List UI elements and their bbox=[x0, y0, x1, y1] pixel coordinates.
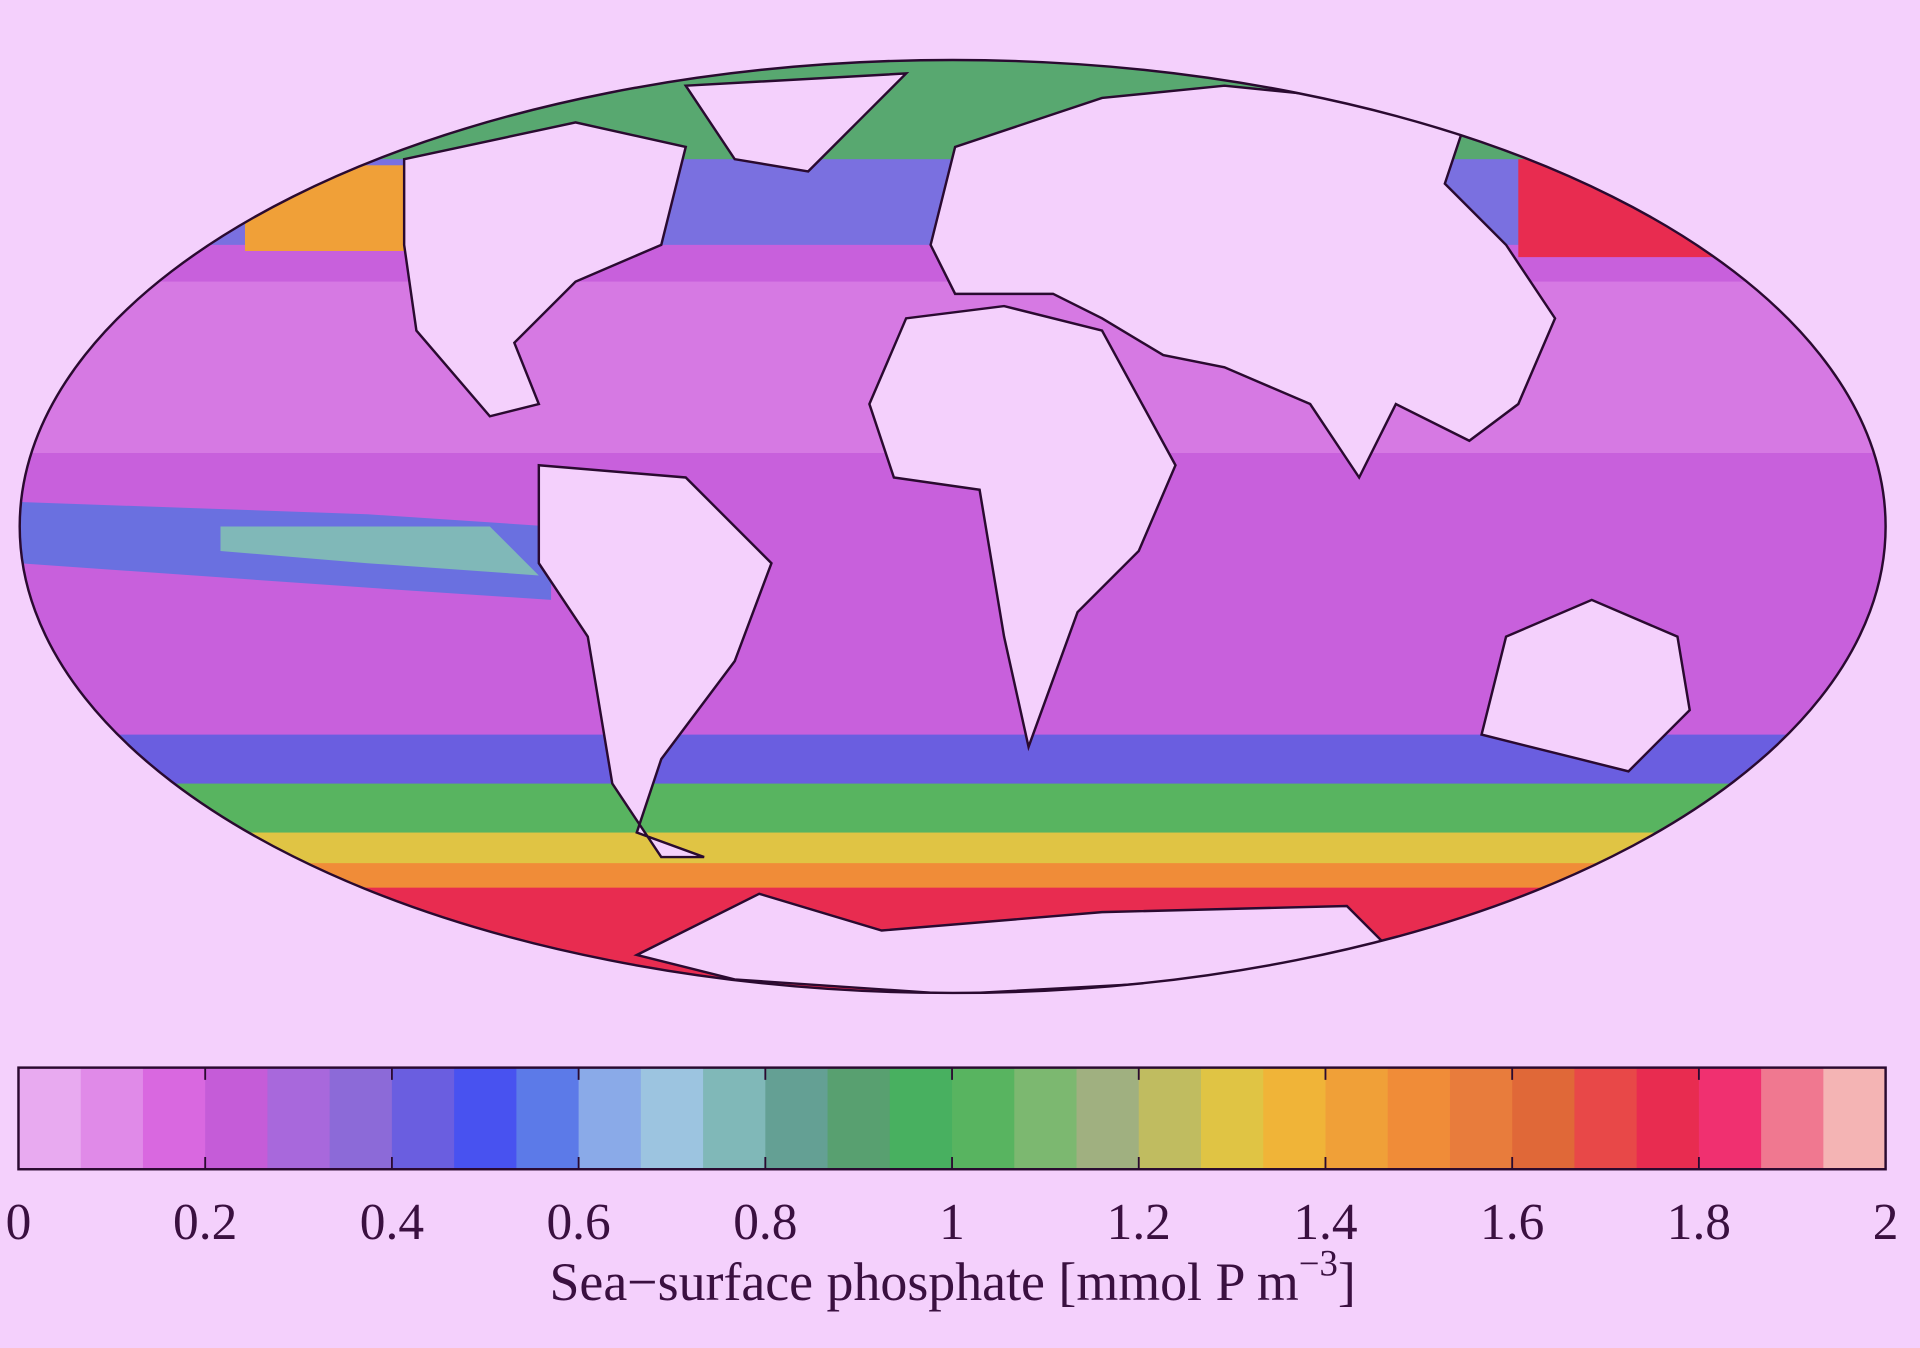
color-segment bbox=[1387, 1067, 1451, 1170]
africa bbox=[868, 304, 1177, 752]
color-segment bbox=[18, 1067, 82, 1170]
north-pacific-patch bbox=[1518, 159, 1715, 258]
tick-label: 0.6 bbox=[546, 1194, 610, 1251]
north-america bbox=[402, 121, 688, 418]
map bbox=[19, 59, 1886, 993]
color-segment bbox=[1138, 1067, 1202, 1170]
equatorial-band bbox=[220, 526, 539, 576]
tick-label: 1 bbox=[939, 1194, 965, 1251]
tick-label: 0.8 bbox=[733, 1194, 797, 1251]
color-segment bbox=[516, 1067, 580, 1170]
color-segment bbox=[329, 1067, 393, 1170]
colorbar-label: Sea−surface phosphate [mmol P m−3] bbox=[549, 1243, 1355, 1312]
color-segment bbox=[142, 1067, 206, 1170]
color-segment bbox=[1200, 1067, 1264, 1170]
north-band bbox=[19, 59, 1886, 160]
south-america bbox=[537, 463, 773, 859]
color-segment bbox=[1823, 1067, 1887, 1170]
tick-label: 1.6 bbox=[1480, 1194, 1544, 1251]
tick-label: 0 bbox=[6, 1194, 32, 1251]
label-text: Sea−surface phosphate [mmol P m bbox=[549, 1252, 1298, 1312]
tick-label: 0.4 bbox=[360, 1194, 424, 1251]
southern-band bbox=[19, 783, 1886, 839]
color-segment bbox=[1263, 1067, 1327, 1170]
tick-label: 1.4 bbox=[1293, 1194, 1357, 1251]
color-segment bbox=[1761, 1067, 1824, 1170]
tick-label: 1.8 bbox=[1667, 1194, 1731, 1251]
greenland bbox=[683, 72, 910, 173]
color-segment bbox=[640, 1067, 704, 1170]
color-segment bbox=[578, 1067, 642, 1170]
antarctica bbox=[633, 892, 1387, 993]
color-segment bbox=[391, 1067, 455, 1170]
color-segment bbox=[80, 1067, 144, 1170]
color-segment bbox=[1636, 1067, 1700, 1170]
label-suffix: ] bbox=[1338, 1252, 1356, 1312]
color-segment bbox=[1449, 1067, 1513, 1170]
color-segment bbox=[205, 1067, 269, 1170]
color-segment bbox=[454, 1067, 517, 1170]
australia bbox=[1480, 598, 1692, 773]
eurasia bbox=[929, 84, 1557, 480]
color-segment bbox=[889, 1067, 953, 1170]
colorbar: 0 0.2 0.4 0.6 0.8 1 1.2 1.4 1.6 1.8 2 bbox=[6, 1066, 1899, 1251]
color-segment bbox=[1574, 1067, 1638, 1170]
color-segment bbox=[827, 1067, 891, 1170]
map-frame bbox=[18, 58, 1887, 995]
color-segment bbox=[1698, 1067, 1762, 1170]
color-segment bbox=[267, 1067, 331, 1170]
color-segment bbox=[1076, 1067, 1140, 1170]
tick-label: 0.2 bbox=[173, 1194, 237, 1251]
color-segment bbox=[1325, 1067, 1389, 1170]
color-segment bbox=[703, 1067, 766, 1170]
color-segment bbox=[952, 1067, 1015, 1170]
color-segment bbox=[1014, 1067, 1078, 1170]
color-segment bbox=[1512, 1067, 1576, 1170]
tick-label: 1.2 bbox=[1107, 1194, 1171, 1251]
label-superscript: −3 bbox=[1299, 1243, 1338, 1284]
color-segment bbox=[765, 1067, 829, 1170]
tick-label: 2 bbox=[1873, 1194, 1899, 1251]
